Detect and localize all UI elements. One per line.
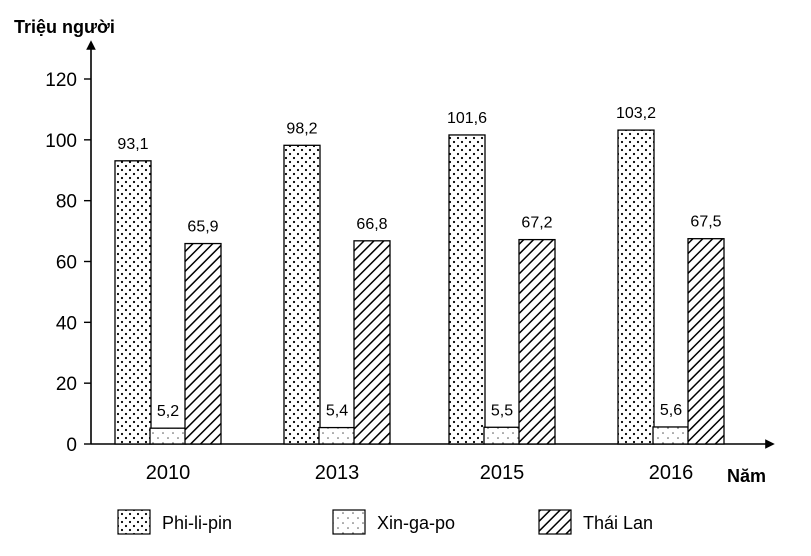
bar-Phi-li-pin-2013 xyxy=(283,144,321,445)
bar-group-2015: 101,6 5,5 67,2 2015 xyxy=(447,110,556,484)
bar-group-2013: 98,2 5,4 66,8 2013 xyxy=(283,120,391,484)
data-label: 93,1 xyxy=(117,136,148,153)
data-label: 5,5 xyxy=(491,402,513,419)
bar-group-2016: 103,2 5,6 67,5 2016 xyxy=(616,105,725,484)
y-tick-label: 20 xyxy=(56,374,77,395)
legend-swatch xyxy=(332,509,366,535)
data-label: 101,6 xyxy=(447,110,487,127)
legend-item: Phi-li-pin xyxy=(117,509,232,535)
y-tick-label: 60 xyxy=(56,253,77,274)
x-tick-label: 2016 xyxy=(649,462,694,484)
legend-label: Thái Lan xyxy=(583,513,653,533)
x-axis-title: Năm xyxy=(727,466,766,486)
data-label: 98,2 xyxy=(286,120,317,137)
y-tick-label: 80 xyxy=(56,192,77,213)
bar-Xin-ga-po-2013 xyxy=(318,426,356,445)
legend-swatch xyxy=(538,509,572,535)
y-tick-label: 100 xyxy=(45,131,77,152)
legend-swatch xyxy=(117,509,151,535)
data-label: 67,5 xyxy=(690,214,721,231)
x-tick-label: 2010 xyxy=(146,462,191,484)
bar-Xin-ga-po-2016 xyxy=(652,426,690,445)
y-tick-label: 40 xyxy=(56,313,77,334)
bar-Phi-li-pin-2010 xyxy=(114,160,152,445)
data-label: 5,2 xyxy=(157,403,179,420)
y-tick-label: 0 xyxy=(66,435,77,456)
legend-label: Phi-li-pin xyxy=(162,513,232,533)
bar-Thái Lan-2016 xyxy=(687,238,725,445)
y-axis-title: Triệu người xyxy=(14,17,115,37)
y-axis: 0 20 40 60 80 100 120 xyxy=(45,40,96,456)
legend: Phi-li-pin Xin-ga-po Thái Lan xyxy=(117,509,653,535)
data-label: 66,8 xyxy=(356,216,387,233)
data-label: 5,4 xyxy=(326,403,348,420)
y-tick-label: 120 xyxy=(45,70,77,91)
legend-item: Thái Lan xyxy=(538,509,653,535)
data-label: 103,2 xyxy=(616,105,656,122)
x-tick-label: 2013 xyxy=(315,462,360,484)
x-tick-label: 2015 xyxy=(480,462,525,484)
bar-Phi-li-pin-2015 xyxy=(448,134,486,445)
bar-Thái Lan-2010 xyxy=(184,242,222,445)
bar-Thái Lan-2015 xyxy=(518,238,556,445)
legend-label: Xin-ga-po xyxy=(377,513,455,533)
bar-group-2010: 93,1 5,2 65,9 2010 xyxy=(114,136,222,484)
bars-layer: 93,1 5,2 65,9 2010 98,2 5,4 66,8 2013 101,6 5,5 67… xyxy=(114,105,725,484)
bar-Thái Lan-2013 xyxy=(353,240,391,445)
bar-Xin-ga-po-2010 xyxy=(149,427,187,445)
data-label: 67,2 xyxy=(521,215,552,232)
bar-Xin-ga-po-2015 xyxy=(483,426,521,445)
data-label: 5,6 xyxy=(660,402,682,419)
data-label: 65,9 xyxy=(187,219,218,236)
legend-item: Xin-ga-po xyxy=(332,509,455,535)
bar-Phi-li-pin-2016 xyxy=(617,129,655,445)
